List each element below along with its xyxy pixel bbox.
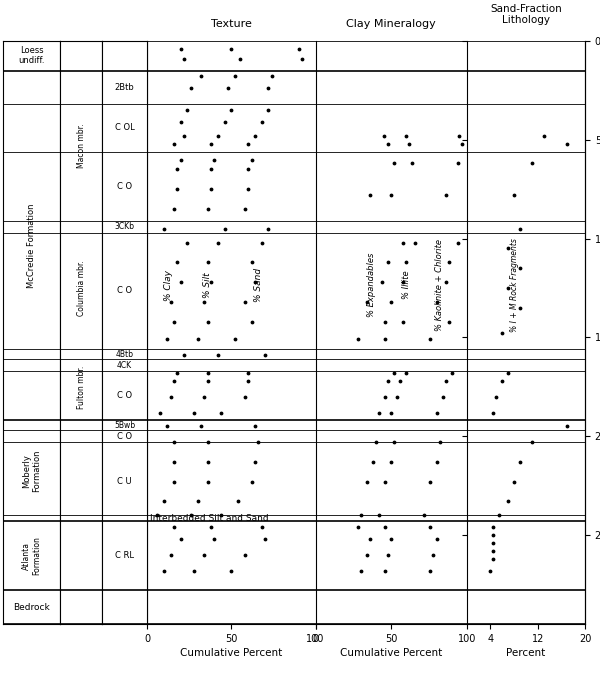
Text: C O: C O <box>117 432 132 441</box>
Text: C O: C O <box>117 391 132 400</box>
Text: Sand-Fraction
Lithology: Sand-Fraction Lithology <box>490 3 562 25</box>
Text: 4Btb: 4Btb <box>115 350 133 359</box>
Text: Columbia mbr.: Columbia mbr. <box>77 260 86 316</box>
Text: C U: C U <box>117 477 132 486</box>
Text: Macon mbr.: Macon mbr. <box>77 123 86 168</box>
Text: % Clay: % Clay <box>164 269 173 301</box>
Text: Atlanta
Formation: Atlanta Formation <box>22 537 41 576</box>
Text: C O: C O <box>117 181 132 191</box>
Text: C RL: C RL <box>115 551 134 561</box>
X-axis label: Cumulative Percent: Cumulative Percent <box>340 648 442 658</box>
X-axis label: Cumulative Percent: Cumulative Percent <box>180 648 283 658</box>
Text: C O: C O <box>117 286 132 295</box>
Text: % Illite: % Illite <box>402 271 411 299</box>
Text: % Kaolinite + Chlorite: % Kaolinite + Chlorite <box>435 239 444 331</box>
Text: Interbedded Silt and Sand: Interbedded Silt and Sand <box>151 514 269 523</box>
Text: C OL: C OL <box>115 123 134 132</box>
Text: Bedrock: Bedrock <box>13 603 50 612</box>
Text: % Expandables: % Expandables <box>367 253 376 317</box>
Text: 2Btb: 2Btb <box>115 83 134 92</box>
Text: 4CK: 4CK <box>117 361 132 370</box>
Text: % Silt: % Silt <box>203 272 212 298</box>
Text: % Sand: % Sand <box>254 268 263 302</box>
Text: Texture: Texture <box>211 19 252 29</box>
Text: McCredie Formation: McCredie Formation <box>27 203 36 288</box>
X-axis label: Percent: Percent <box>506 648 545 658</box>
Text: Loess
undiff.: Loess undiff. <box>18 46 45 65</box>
Text: % I + M Rock Fragments: % I + M Rock Fragments <box>509 238 518 332</box>
Text: Fulton mbr.: Fulton mbr. <box>77 366 86 409</box>
Text: 3CKb: 3CKb <box>115 222 134 231</box>
Text: 5Bwb: 5Bwb <box>114 421 135 430</box>
Text: Clay Mineralogy: Clay Mineralogy <box>346 19 436 29</box>
Text: Moberly
Formation: Moberly Formation <box>22 449 41 492</box>
